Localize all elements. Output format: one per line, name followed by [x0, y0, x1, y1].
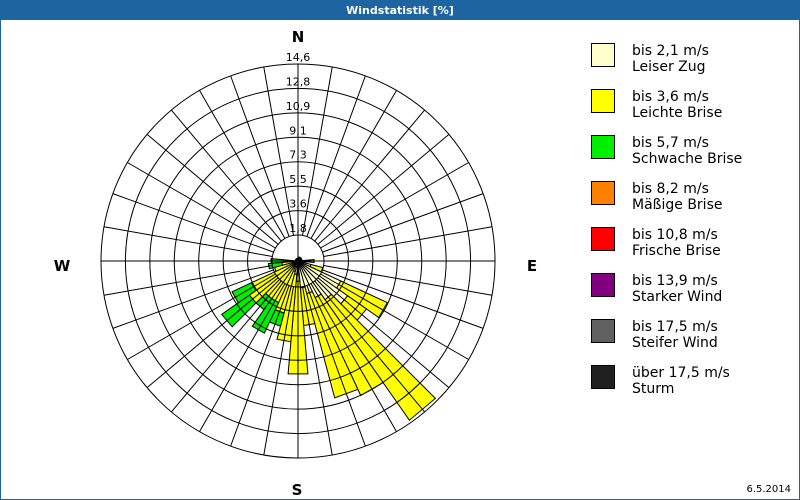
legend-name: Leiser Zug — [632, 59, 706, 75]
legend-swatch — [591, 319, 615, 343]
bar-segment-190-class-1 — [276, 273, 298, 343]
legend-range: bis 13,9 m/s — [632, 273, 718, 289]
grid-spoke — [317, 133, 450, 245]
grid-spoke — [322, 269, 484, 329]
grid-spoke — [302, 66, 333, 236]
legend-name: Frische Brise — [632, 243, 721, 259]
ring-label: 9,1 — [289, 124, 307, 137]
legend-name: Sturm — [632, 381, 675, 397]
compass-east: E — [527, 257, 537, 275]
ring-label: 7,3 — [289, 149, 307, 162]
grid-spoke — [199, 90, 286, 239]
legend-text: bis 2,1 m/s Leiser Zug — [632, 43, 709, 75]
legend-swatch — [591, 89, 615, 113]
grid-spoke — [127, 162, 276, 249]
grid-spoke — [230, 285, 290, 447]
wind-rose-chart: N E S W 1,8 3,6 5,5 7,3 9,1 10,9 12,8 14,6 — [54, 28, 537, 499]
grid-spoke — [314, 280, 426, 413]
legend-name: Leichte Brise — [632, 105, 723, 121]
grid-spoke — [127, 273, 276, 360]
legend-range: bis 2,1 m/s — [632, 43, 709, 59]
legend-range: bis 8,2 m/s — [632, 181, 709, 197]
legend-text: bis 13,9 m/s Starker Wind — [632, 273, 722, 305]
legend-swatch — [591, 365, 615, 389]
legend-swatch — [591, 43, 615, 67]
compass-north: N — [292, 28, 305, 46]
grid-spoke — [146, 277, 279, 389]
ring-label: 10,9 — [286, 100, 311, 113]
grid-spoke — [103, 265, 273, 296]
legend-range: bis 10,8 m/s — [632, 227, 718, 243]
compass-west: W — [54, 257, 71, 275]
legend-swatch — [591, 227, 615, 251]
legend-range: bis 17,5 m/s — [632, 319, 718, 335]
window-title: Windstatistik [%] — [1, 1, 799, 20]
legend-name: Mäßige Brise — [632, 197, 723, 213]
grid-spoke — [146, 133, 279, 245]
grid-spoke — [199, 283, 286, 432]
legend-swatch — [591, 135, 615, 159]
grid-spoke — [103, 226, 273, 257]
ring-label: 5,5 — [289, 173, 307, 186]
grid-spoke — [302, 286, 333, 456]
grid-spoke — [230, 75, 290, 237]
legend-name: Steifer Wind — [632, 335, 718, 351]
grid-spoke — [310, 283, 397, 432]
wind-rose-grid — [100, 63, 496, 459]
legend-text: bis 3,6 m/s Leichte Brise — [632, 89, 722, 121]
legend-swatch — [591, 181, 615, 205]
legend-text: bis 17,5 m/s Steifer Wind — [632, 319, 718, 351]
grid-spoke — [170, 280, 282, 413]
grid-spoke — [314, 109, 426, 242]
wind-rose-bars — [220, 256, 437, 421]
legend-text: bis 10,8 m/s Frische Brise — [632, 227, 721, 259]
grid-spoke — [320, 273, 469, 360]
grid-spoke — [320, 162, 469, 249]
legend-swatch — [591, 273, 615, 297]
grid-spoke — [263, 286, 294, 456]
bar-segment-160-class-1 — [306, 290, 359, 399]
grid-spoke — [306, 75, 366, 237]
grid-spoke — [323, 226, 493, 257]
grid-spoke — [112, 269, 274, 329]
ring-label: 14,6 — [286, 51, 311, 64]
ring-label: 1,8 — [289, 222, 307, 235]
ring-label: 12,8 — [286, 75, 311, 88]
grid-spoke — [317, 277, 450, 389]
grid-spoke — [323, 265, 493, 296]
legend-text: bis 8,2 m/s Mäßige Brise — [632, 181, 722, 213]
legend-range: bis 5,7 m/s — [632, 135, 709, 151]
compass-south: S — [292, 481, 303, 499]
grid-spoke — [310, 90, 397, 239]
grid-spoke — [306, 285, 366, 447]
legend-text: bis 5,7 m/s Schwache Brise — [632, 135, 742, 167]
grid-spoke — [322, 193, 484, 253]
grid-spoke — [263, 66, 294, 236]
legend-range: über 17,5 m/s — [632, 365, 730, 381]
legend-name: Schwache Brise — [632, 151, 743, 167]
ring-label: 3,6 — [289, 198, 307, 211]
legend-text: über 17,5 m/s Sturm — [632, 365, 730, 397]
grid-spoke — [170, 109, 282, 242]
legend-range: bis 3,6 m/s — [632, 89, 709, 105]
legend-name: Starker Wind — [632, 289, 723, 305]
date-label: 6.5.2014 — [746, 484, 791, 495]
grid-spoke — [112, 193, 274, 253]
